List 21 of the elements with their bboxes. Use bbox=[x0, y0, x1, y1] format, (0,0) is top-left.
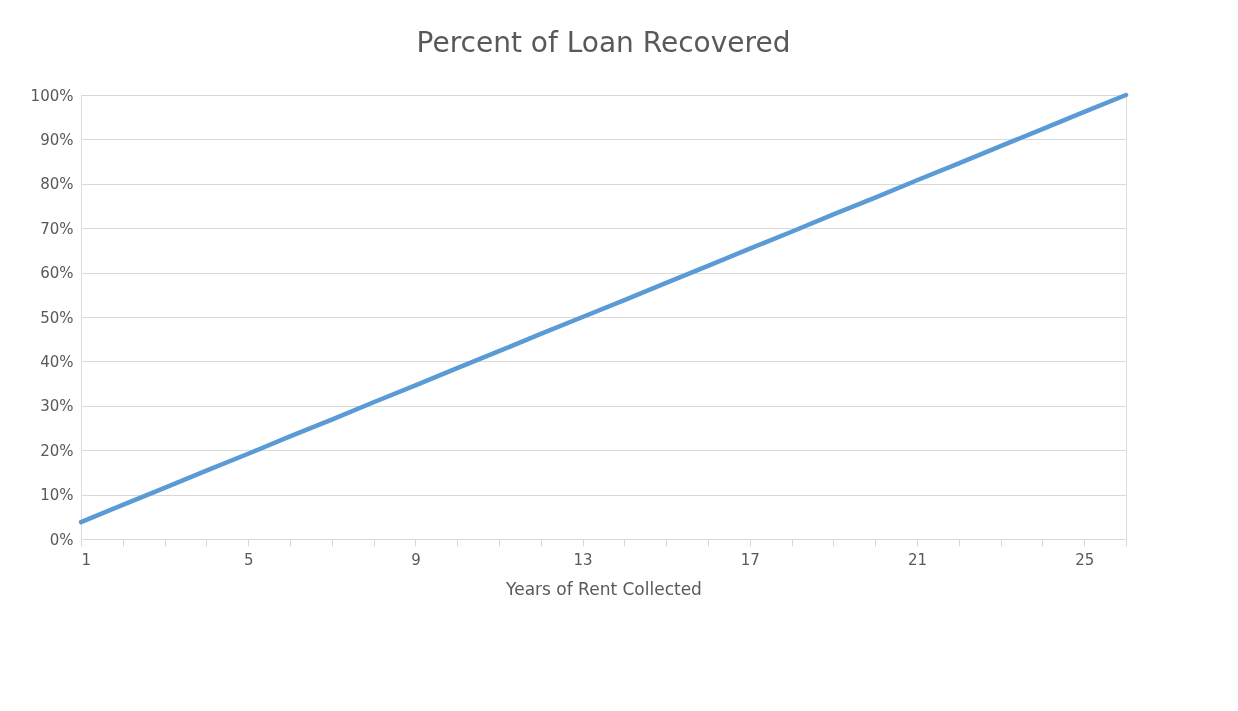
y-tick-label: 100% bbox=[30, 86, 74, 105]
y-tick-label: 90% bbox=[40, 130, 74, 149]
x-tick-label: 13 bbox=[573, 550, 593, 569]
x-tick-label: 21 bbox=[907, 550, 928, 569]
y-tick-label: 10% bbox=[40, 486, 74, 505]
y-tick-label: 40% bbox=[40, 352, 74, 371]
chart-title: Percent of Loan Recovered bbox=[416, 26, 791, 59]
y-tick-label: 30% bbox=[40, 397, 74, 416]
x-tick-label: 17 bbox=[740, 550, 760, 569]
x-axis-title: Years of Rent Collected bbox=[505, 578, 702, 599]
x-tick-label: 1 bbox=[81, 550, 92, 569]
y-tick-label: 50% bbox=[40, 308, 74, 327]
y-tick-label: 0% bbox=[49, 530, 74, 549]
x-tick-label: 25 bbox=[1075, 550, 1095, 569]
y-tick-label: 20% bbox=[40, 441, 74, 460]
y-tick-label: 80% bbox=[40, 175, 74, 194]
line-series bbox=[78, 92, 1129, 525]
y-tick-label: 70% bbox=[40, 219, 74, 238]
x-tick-label: 9 bbox=[411, 550, 421, 569]
y-tick-label: 60% bbox=[40, 264, 74, 283]
x-tick-label: 5 bbox=[243, 550, 254, 569]
